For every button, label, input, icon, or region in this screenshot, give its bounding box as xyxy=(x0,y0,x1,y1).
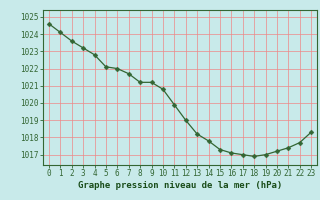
X-axis label: Graphe pression niveau de la mer (hPa): Graphe pression niveau de la mer (hPa) xyxy=(78,181,282,190)
